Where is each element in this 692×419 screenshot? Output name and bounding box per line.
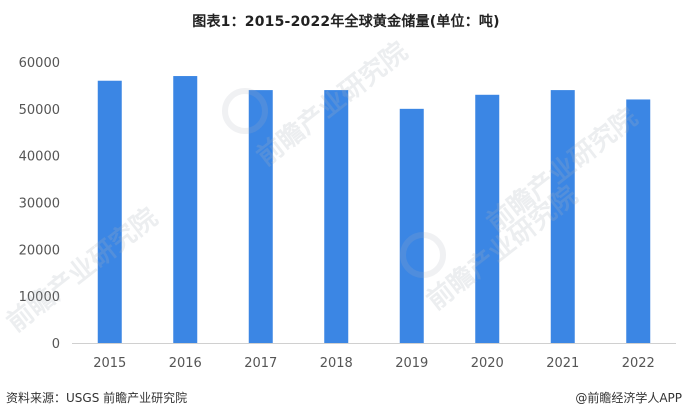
bar-2019 — [399, 108, 424, 343]
bar-2020 — [475, 94, 500, 344]
x-tick-label: 2021 — [546, 356, 579, 371]
bar-2021 — [550, 90, 575, 343]
y-tick-label: 0 — [52, 337, 60, 352]
bar-2022 — [626, 99, 651, 343]
chart-title: 图表1：2015-2022年全球黄金储量(单位：吨) — [192, 14, 500, 30]
x-tick-label: 2019 — [395, 356, 428, 371]
x-tick-label: 2015 — [93, 356, 126, 371]
x-tick-label: 2020 — [471, 356, 504, 371]
y-tick-label: 30000 — [19, 197, 60, 212]
bar-2018 — [324, 90, 349, 343]
source-note: 资料来源：USGS 前瞻产业研究院 — [6, 391, 188, 405]
y-tick-label: 40000 — [19, 150, 60, 165]
y-tick-label: 60000 — [19, 56, 60, 71]
x-tick-label: 2018 — [320, 356, 353, 371]
y-tick-label: 20000 — [19, 243, 60, 258]
bar-2016 — [173, 76, 198, 344]
brand-label: @前瞻经济学人APP — [575, 391, 682, 405]
x-tick-label: 2016 — [169, 356, 202, 371]
x-tick-label: 2022 — [622, 356, 655, 371]
x-tick-label: 2017 — [244, 356, 277, 371]
bar-2017 — [248, 90, 273, 343]
y-tick-label: 50000 — [19, 103, 60, 118]
bar-2015 — [97, 80, 122, 343]
y-tick-label: 10000 — [19, 290, 60, 305]
